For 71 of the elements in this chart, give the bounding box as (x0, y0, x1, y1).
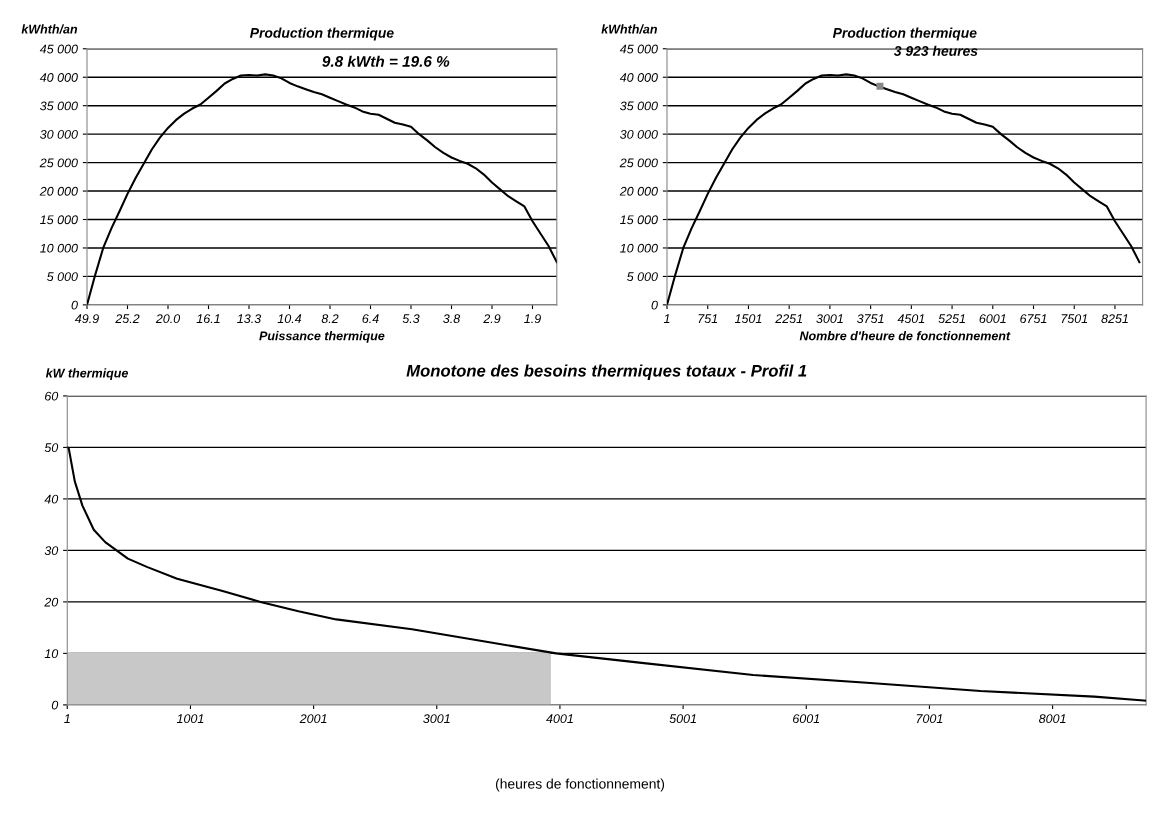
x-tick-label: 10.4 (277, 314, 302, 324)
y-tick-label: 20 000 (39, 186, 78, 196)
chart-title: Monotone des besoins thermiques totaux - Profil 1 (406, 364, 807, 380)
text: (heures de fonctionnement) (495, 778, 665, 792)
x-tick-label: 1 (64, 714, 70, 723)
x-axis-title: Puissance thermique (259, 331, 385, 343)
y-tick-label: 35 000 (620, 101, 658, 111)
y-tick-label: 40 (44, 494, 59, 504)
x-tick-label: 4501 (897, 314, 925, 324)
annotation: 3 923 heures (893, 45, 978, 56)
x-tick-label: 751 (698, 314, 718, 324)
y-tick-label: 60 (45, 391, 59, 401)
y-tick-label: 50 (44, 443, 59, 453)
x-tick-label: 5001 (669, 714, 696, 724)
x-tick-label: 49.9 (74, 314, 99, 324)
x-tick-label: 3.8 (443, 314, 461, 324)
x-tick-label: 1501 (734, 314, 762, 324)
y-tick-label: 10 000 (620, 243, 658, 253)
y-tick-label: 30 000 (620, 129, 658, 139)
x-tick-label: 2001 (299, 714, 327, 724)
x-tick-label: 2.9 (483, 314, 501, 324)
y-tick-label: 25 000 (39, 158, 78, 168)
x-tick-label: 1.9 (524, 314, 541, 324)
y-tick-label: 25 000 (619, 158, 658, 168)
x-axis-title: Nombre d'heure de fonctionnement (799, 331, 1011, 341)
x-tick-label: 3751 (857, 314, 884, 324)
y-tick-label: 40 000 (619, 73, 658, 82)
x-tick-label: 7501 (1061, 314, 1088, 324)
annotation: 9.8 kWth = 19.6 % (322, 55, 450, 67)
y-tick-label: 10 000 (40, 243, 78, 253)
x-tick-label: 4001 (546, 714, 573, 724)
y-tick-label: 40 000 (39, 73, 78, 82)
x-tick-label: 16.1 (196, 314, 220, 324)
y-tick-label: 15 000 (620, 215, 658, 225)
x-tick-label: 7001 (916, 714, 943, 724)
x-tick-label: 25.2 (115, 314, 140, 324)
x-tick-label: 1001 (176, 714, 204, 724)
y-tick-label: 15 000 (40, 215, 78, 225)
y-tick-label: 0 (51, 700, 59, 710)
x-tick-label: 6.4 (362, 314, 379, 324)
chart-title: Production thermique (832, 27, 977, 41)
y-tick-label: 30 000 (40, 129, 78, 139)
x-tick-label: 20.0 (155, 314, 181, 324)
y-tick-label: 20 (44, 597, 59, 607)
x-tick-label: 8.2 (321, 314, 339, 324)
y-tick-label: 30 (44, 546, 59, 556)
y-axis-title: kW thermique (45, 368, 128, 380)
x-tick-label: 1 (663, 314, 670, 323)
x-tick-label: 6001 (979, 314, 1006, 324)
y-tick-label: 35 000 (40, 101, 78, 111)
y-tick-label: 0 (651, 300, 658, 310)
y-tick-label: 5 000 (626, 272, 658, 282)
x-tick-label: 6001 (793, 714, 820, 724)
x-tick-label: 3001 (423, 714, 450, 724)
y-axis-title: kWhth/an (601, 24, 657, 34)
y-tick-label: 45 000 (39, 44, 78, 54)
y-tick-label: 20 000 (619, 186, 658, 196)
chart-title: Production thermique (250, 27, 394, 41)
y-tick-label: 0 (71, 300, 78, 310)
x-tick-label: 13.3 (237, 314, 262, 324)
y-tick-label: 5 000 (46, 272, 78, 282)
x-tick-label: 6751 (1020, 314, 1047, 324)
x-tick-label: 5251 (938, 314, 965, 324)
y-tick-label: 45 000 (619, 44, 658, 54)
y-axis-title: kWhth/an (21, 24, 78, 34)
x-tick-label: 3001 (816, 314, 843, 324)
x-tick-label: 8001 (1039, 714, 1066, 724)
x-tick-label: 8251 (1101, 314, 1128, 324)
y-tick-label: 10 (44, 649, 59, 659)
x-tick-label: 5.3 (402, 314, 420, 324)
x-tick-label: 2251 (775, 314, 803, 324)
